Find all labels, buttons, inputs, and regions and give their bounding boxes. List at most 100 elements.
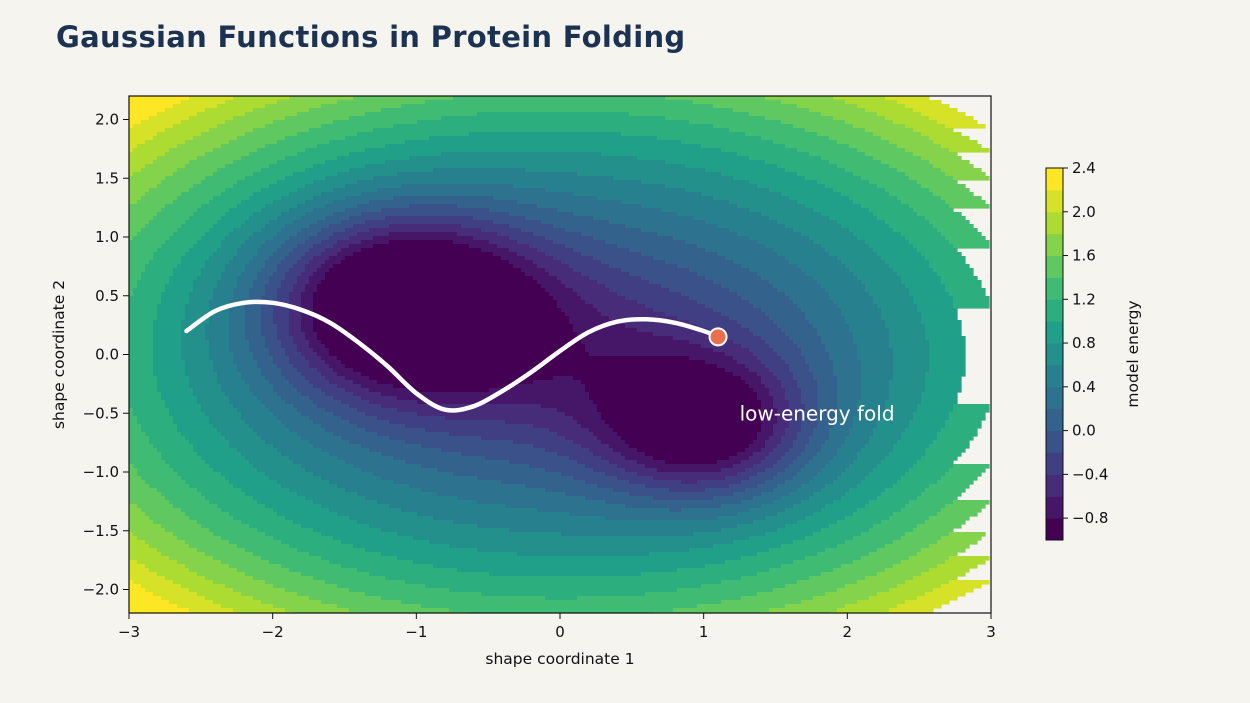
- contour-cell: [129, 224, 146, 229]
- contour-cell: [857, 344, 890, 349]
- contour-cell: [169, 148, 214, 153]
- contour-cell: [693, 100, 782, 105]
- contour-cell: [725, 368, 750, 373]
- contour-cell: [137, 472, 178, 477]
- contour-cell: [309, 108, 382, 113]
- contour-cell: [845, 316, 882, 321]
- contour-cell: [821, 508, 858, 513]
- contour-cell: [325, 248, 342, 253]
- contour-cell: [537, 248, 574, 253]
- contour-cell: [137, 280, 170, 285]
- contour-cell: [797, 432, 814, 437]
- contour-cell: [925, 452, 962, 457]
- contour-cell: [129, 492, 162, 497]
- contour-cell: [313, 472, 374, 477]
- contour-cell: [905, 580, 950, 585]
- contour-cell: [785, 396, 802, 401]
- contour-cell: [201, 404, 234, 409]
- contour-cell: [253, 576, 314, 581]
- contour-cell: [749, 384, 766, 389]
- contour-cell: [273, 316, 290, 321]
- contour-cell: [129, 500, 170, 505]
- contour-cell: [229, 332, 246, 337]
- contour-cell: [289, 356, 306, 361]
- contour-cell: [129, 560, 138, 565]
- contour-cell: [245, 240, 266, 245]
- contour-cell: [749, 300, 794, 305]
- contour-cell: [849, 268, 894, 273]
- contour-cell: [137, 232, 174, 237]
- contour-cell: [929, 188, 970, 193]
- contour-cell: [749, 508, 786, 513]
- contour-cell: [289, 252, 306, 257]
- contour-cell: [221, 604, 274, 609]
- contour-cell: [185, 480, 230, 485]
- contour-cell: [249, 384, 274, 389]
- contour-cell: [849, 488, 886, 493]
- contour-cell: [781, 100, 846, 105]
- contour-cell: [881, 136, 930, 141]
- contour-cell: [861, 480, 898, 485]
- contour-cell: [457, 204, 538, 209]
- contour-cell: [909, 500, 954, 505]
- contour-cell: [129, 452, 162, 457]
- contour-cell: [325, 276, 534, 281]
- contour-cell: [333, 212, 362, 217]
- contour-cell: [377, 500, 478, 505]
- contour-cell: [185, 304, 210, 309]
- contour-cell: [777, 220, 838, 225]
- contour-cell: [765, 96, 834, 101]
- contour-cell: [129, 536, 138, 541]
- contour-cell: [809, 236, 858, 241]
- contour-cell: [165, 576, 206, 581]
- contour-cell: [345, 256, 502, 261]
- contour-cell: [329, 452, 382, 457]
- contour-cell: [393, 480, 502, 485]
- contour-cell: [221, 216, 250, 221]
- contour-cell: [297, 548, 366, 553]
- contour-cell: [313, 384, 338, 389]
- contour-cell: [173, 172, 214, 177]
- contour-cell: [197, 548, 246, 553]
- contour-cell: [785, 144, 850, 149]
- contour-cell: [913, 296, 954, 301]
- contour-cell: [337, 156, 410, 161]
- contour-cell: [809, 108, 866, 113]
- contour-cell: [557, 432, 594, 437]
- contour-cell: [129, 412, 134, 417]
- colorbar-band: [1046, 189, 1063, 213]
- contour-cell: [201, 204, 238, 209]
- contour-cell: [177, 228, 210, 233]
- contour-cell: [513, 184, 666, 189]
- contour-cell: [677, 212, 762, 217]
- contour-cell: [189, 216, 222, 221]
- contour-cell: [585, 344, 702, 349]
- contour-cell: [773, 464, 790, 469]
- contour-cell: [225, 268, 246, 273]
- contour-cell: [857, 484, 894, 489]
- contour-cell: [821, 340, 854, 345]
- contour-cell: [213, 556, 262, 561]
- contour-cell: [941, 168, 982, 173]
- contour-cell: [529, 244, 566, 249]
- contour-cell: [685, 188, 770, 193]
- contour-cell: [797, 380, 818, 385]
- contour-cell: [129, 152, 166, 157]
- contour-cell: [301, 216, 326, 221]
- colorbar-band: [1046, 343, 1063, 366]
- contour-cell: [197, 112, 246, 117]
- contour-cell: [617, 292, 682, 297]
- contour-cell: [781, 436, 798, 441]
- contour-cell: [137, 536, 178, 541]
- contour-cell: [209, 200, 242, 205]
- contour-cell: [389, 420, 506, 425]
- contour-cell: [761, 492, 790, 497]
- contour-cell: [137, 284, 166, 289]
- contour-cell: [757, 240, 814, 245]
- contour-cell: [533, 424, 582, 429]
- contour-cell: [129, 292, 134, 297]
- contour-cell: [541, 404, 598, 409]
- contour-cell: [629, 480, 682, 485]
- colorbar-tick-label: 0.0: [1072, 422, 1096, 440]
- contour-cell: [673, 336, 726, 341]
